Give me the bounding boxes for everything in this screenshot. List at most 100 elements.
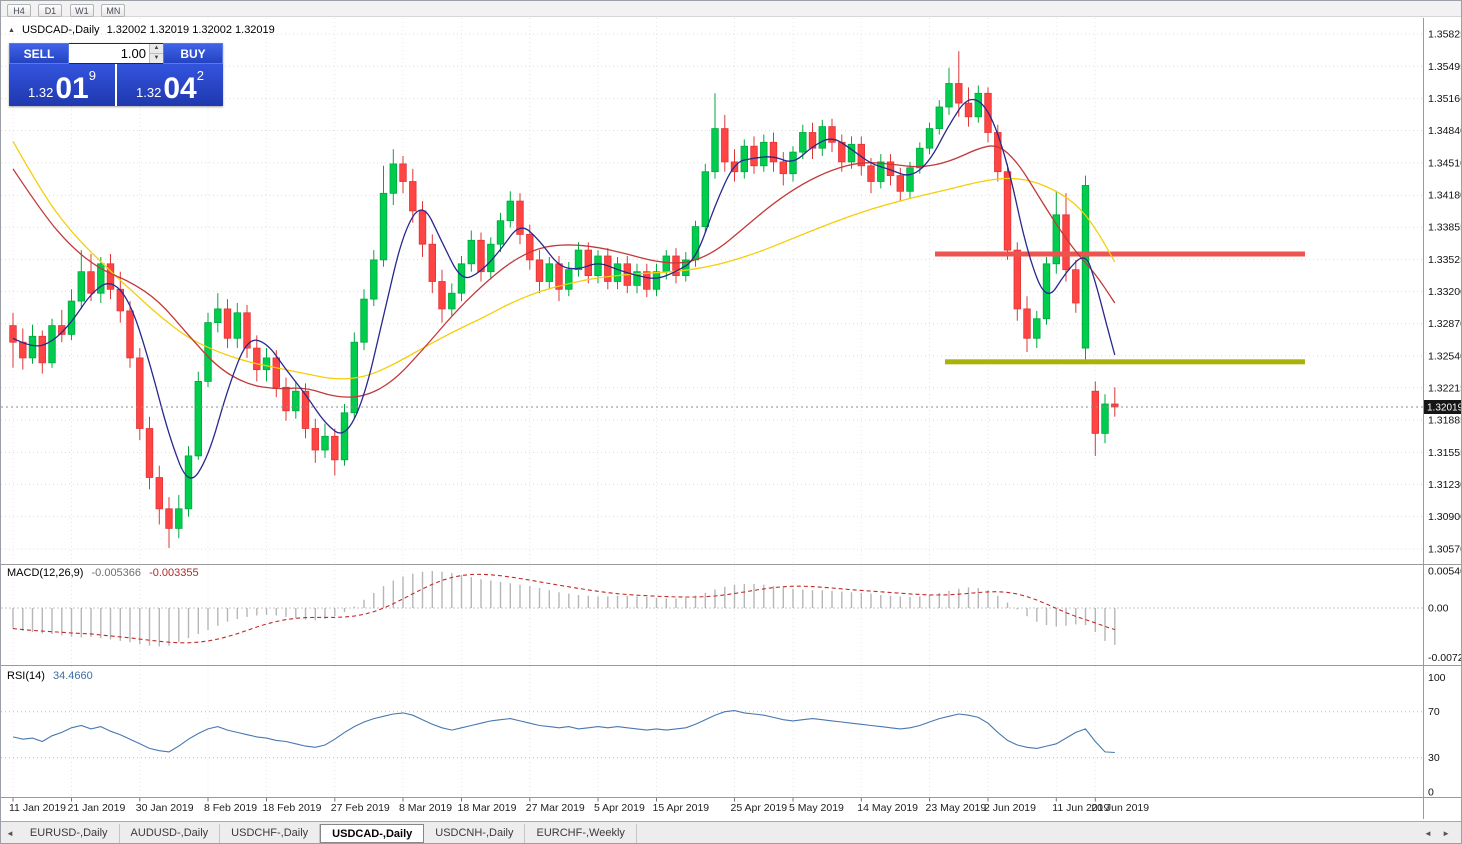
tab-scroll-left-icon[interactable]: ◄	[6, 829, 14, 838]
candle-body	[428, 243, 436, 282]
candle	[58, 309, 66, 343]
sell-button[interactable]: SELL	[9, 43, 69, 64]
candle	[165, 497, 173, 548]
tab-usdcad-daily[interactable]: USDCAD-,Daily	[320, 824, 425, 843]
time-axis[interactable]: 11 Jan 2019 21 Jan 2019 30 Jan 2019 8 Feb 2…	[9, 798, 1149, 814]
candle-body	[38, 335, 46, 364]
buy-price-sup: 2	[196, 68, 204, 83]
candle-body	[1023, 308, 1031, 339]
price-tick-label: 1.34180	[1428, 190, 1462, 202]
time-tick-label: 5 Apr 2019	[594, 802, 645, 814]
candle-body	[448, 292, 456, 310]
current-price-badge-text: 1.32019	[1427, 403, 1462, 414]
price-tick-label: 1.35825	[1428, 29, 1462, 41]
macd-tick-label: 0.005402	[1428, 566, 1462, 578]
candle-body	[789, 151, 797, 175]
rsi-line	[12, 710, 1115, 754]
candle-body	[282, 386, 290, 412]
grid	[1, 18, 1423, 797]
candle	[204, 312, 212, 388]
candle	[945, 67, 953, 115]
candle-body	[672, 255, 680, 277]
candle-body	[9, 325, 17, 343]
candle	[28, 324, 37, 364]
candle	[253, 335, 261, 382]
sell-price-base: 1.32	[28, 85, 54, 100]
candle	[545, 257, 553, 290]
trade-panel-top-row: SELL ▲ ▼ BUY	[9, 43, 223, 64]
price-tick-label: 1.35166	[1428, 93, 1462, 105]
candle	[1111, 387, 1119, 417]
price-tick-label: 1.31230	[1428, 479, 1462, 491]
timeframe-button-mn[interactable]: MN	[101, 4, 126, 17]
candle-body	[964, 102, 973, 118]
resistance-line[interactable]	[935, 251, 1305, 257]
tab-usdchf-daily[interactable]: USDCHF-,Daily	[220, 824, 321, 843]
candle	[321, 423, 329, 458]
candle	[974, 85, 982, 123]
candle-body	[223, 308, 232, 339]
candle	[77, 250, 85, 309]
candle-body	[1033, 318, 1041, 339]
candle-body	[233, 312, 241, 339]
candle-body	[799, 132, 807, 153]
buy-button[interactable]: BUY	[163, 43, 223, 64]
timeframe-toolbar: H4 D1 W1 MN	[1, 1, 1461, 17]
candle	[106, 254, 115, 300]
candle-body	[438, 281, 446, 310]
time-tick-label: 27 Mar 2019	[526, 802, 585, 814]
candle	[126, 301, 134, 368]
timeframe-button-h4[interactable]: H4	[7, 4, 31, 17]
candle	[760, 134, 768, 172]
candle-body	[87, 271, 95, 294]
rsi-value: 34.4660	[52, 670, 93, 682]
volume-increase-icon[interactable]: ▲	[150, 44, 163, 54]
tab-audusd-daily[interactable]: AUDUSD-,Daily	[120, 824, 221, 843]
candle-body	[760, 141, 768, 167]
tab-usdcnh-daily[interactable]: USDCNH-,Daily	[424, 824, 526, 843]
support-line[interactable]	[945, 359, 1305, 365]
candle	[955, 51, 963, 117]
time-tick-label: 23 May 2019	[926, 802, 987, 814]
candle	[1091, 381, 1099, 456]
price-axis[interactable]: 1.35825 1.35495 1.35166 1.34840 1.34510 1.341…	[1428, 29, 1462, 799]
candle-body	[535, 259, 544, 282]
one-click-trading-panel: SELL ▲ ▼ BUY 1.32 01 9 1.32 04 2	[9, 43, 223, 106]
candle	[721, 114, 729, 172]
candle-body	[574, 249, 583, 271]
tab-eurchf-weekly[interactable]: EURCHF-,Weekly	[525, 824, 637, 843]
volume-decrease-icon[interactable]: ▼	[150, 54, 163, 63]
timeframe-button-d1[interactable]: D1	[38, 4, 63, 17]
candle	[828, 118, 836, 153]
timeframe-button-w1[interactable]: W1	[69, 4, 94, 17]
tab-scroll-right-icon[interactable]: ◄ ►	[1423, 829, 1454, 838]
candle	[194, 371, 202, 460]
chart-marker-icon[interactable]: ▲	[8, 26, 15, 34]
candle-body	[701, 171, 709, 227]
candle	[282, 377, 290, 421]
candle	[350, 332, 358, 419]
sell-price-display[interactable]: 1.32 01 9	[9, 64, 115, 106]
candle-body	[828, 126, 836, 143]
candle-body	[370, 259, 378, 300]
volume-input[interactable]	[69, 44, 149, 63]
time-tick-label: 25 Apr 2019	[731, 802, 788, 814]
candle	[457, 256, 466, 302]
candle-body	[477, 239, 485, 273]
tab-eurusd-daily[interactable]: EURUSD-,Daily	[19, 824, 120, 843]
buy-price-display[interactable]: 1.32 04 2	[117, 64, 223, 106]
candle	[574, 242, 583, 277]
candle-body	[1091, 390, 1099, 434]
candle	[818, 119, 826, 156]
candle-body	[360, 298, 368, 343]
current-price-badge-box	[1424, 400, 1461, 414]
macd-tick-label: 0.00	[1428, 603, 1449, 615]
candle	[789, 146, 797, 182]
candle-body	[877, 161, 885, 182]
rsi-panel	[1, 710, 1423, 759]
candle	[48, 318, 56, 368]
